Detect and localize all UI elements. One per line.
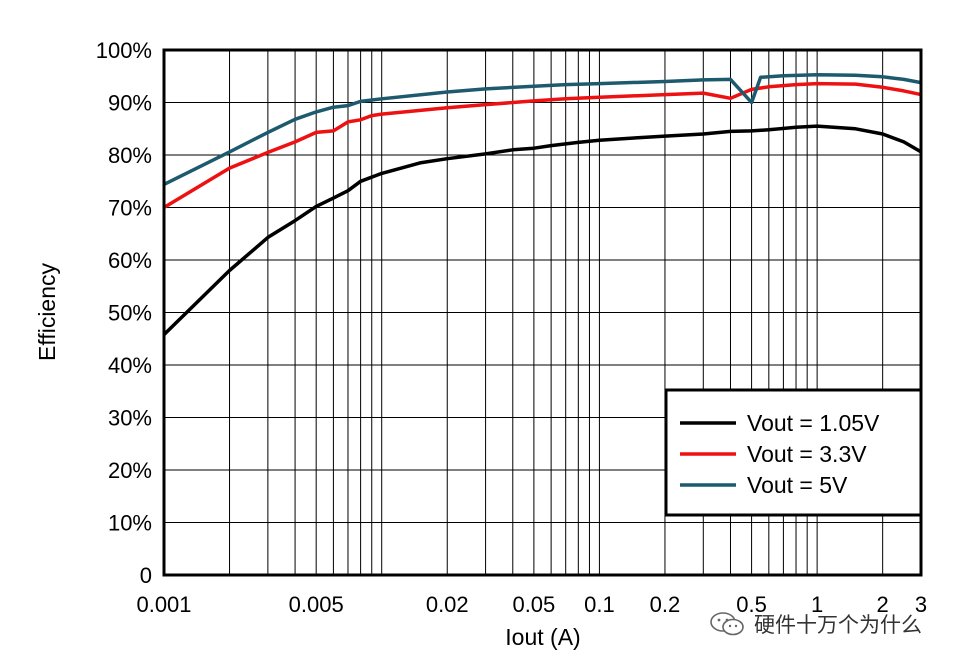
x-tick-label: 0.02 [426, 592, 469, 617]
legend-label: Vout = 5V [747, 472, 848, 498]
x-tick-labels: 0.001 0.005 0.02 0.05 0.1 0.2 0.5 1 2 3 [136, 592, 927, 617]
x-tick-label: 3 [915, 592, 927, 617]
plot-frame [162, 48, 923, 577]
x-tick-label: 2 [877, 592, 889, 617]
x-tick-label: 0.5 [736, 592, 767, 617]
y-axis-label: Efficiency [34, 262, 60, 361]
y-tick-label: 0 [140, 563, 152, 588]
y-tick-label: 30% [108, 406, 152, 431]
x-tick-label: 0.05 [512, 592, 555, 617]
series-line-3 [163, 72, 922, 186]
x-tick-label: 0.1 [584, 592, 615, 617]
y-tick-label: 10% [108, 511, 152, 536]
x-tick-label: 0.001 [136, 592, 191, 617]
watermark-text: 硬件十万个为什么 [754, 613, 922, 637]
watermark: 硬件十万个为什么 [708, 608, 922, 640]
y-tick-label: 70% [108, 196, 152, 221]
y-tick-label: 50% [108, 301, 152, 326]
x-tick-label: 1 [811, 592, 823, 617]
legend-label: Vout = 3.3V [747, 441, 867, 467]
legend-label: Vout = 1.05V [747, 410, 880, 436]
series-line-2 [163, 81, 922, 209]
y-tick-label: 60% [108, 248, 152, 273]
x-axis-label: Iout (A) [505, 624, 580, 650]
x-tick-label: 0.2 [650, 592, 681, 617]
y-tick-label: 20% [108, 458, 152, 483]
y-tick-label: 80% [108, 143, 152, 168]
y-tick-labels: 0 10% 20% 30% 40% 50% 60% 70% 80% 90% 100% [96, 38, 152, 588]
wechat-icon [710, 612, 744, 636]
series-lines [162, 72, 922, 336]
y-tick-label: 100% [96, 38, 152, 63]
series-line-1 [162, 124, 922, 336]
x-tick-label: 0.005 [289, 592, 344, 617]
legend: Vout = 1.05V Vout = 3.3V Vout = 5V [664, 388, 923, 517]
y-tick-label: 90% [108, 91, 152, 116]
y-tick-label: 40% [108, 353, 152, 378]
